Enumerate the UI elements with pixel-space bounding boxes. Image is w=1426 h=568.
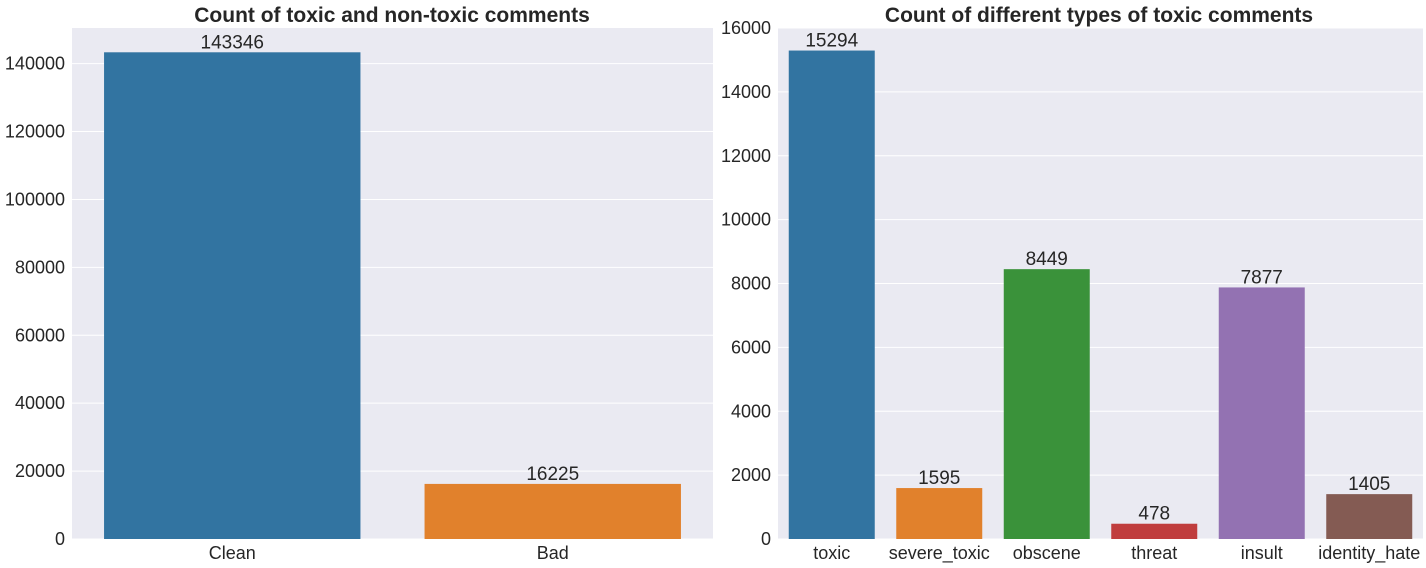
y-tick-label: 0	[761, 529, 771, 549]
data-label: 8449	[1026, 249, 1068, 270]
y-tick-label: 60000	[15, 325, 65, 345]
y-tick-label: 80000	[15, 257, 65, 277]
bar-chart: 0 20000 40000 60000 80000 100000 120000 140000 1…	[5, 32, 713, 563]
data-label: 16225	[526, 464, 579, 485]
y-tick-label: 4000	[731, 401, 771, 421]
y-tick-label: 16000	[721, 18, 771, 38]
bar-threat	[1111, 523, 1198, 539]
y-tick-label: 8000	[731, 274, 771, 294]
data-label: 1405	[1348, 474, 1390, 495]
y-tick-label: 40000	[15, 393, 65, 413]
chart-title: Count of toxic and non-toxic comments	[194, 4, 590, 27]
bar-insult	[1218, 287, 1305, 539]
y-tick-label: 10000	[721, 210, 771, 230]
bar-severe_toxic	[896, 488, 983, 539]
x-tick-label: Bad	[537, 543, 569, 563]
y-tick-label: 6000	[731, 337, 771, 357]
y-tick-label: 140000	[5, 54, 65, 74]
y-tick-label: 100000	[5, 189, 65, 209]
chart-panel-left: Count of toxic and non-toxic comments 0 2…	[5, 4, 713, 563]
y-tick-label: 2000	[731, 465, 771, 485]
chart-title: Count of different types of toxic commen…	[884, 4, 1314, 27]
y-tick-label: 0	[55, 529, 65, 549]
x-tick-label: Clean	[209, 543, 256, 563]
bar-obscene	[1003, 269, 1090, 539]
bar-identity_hate	[1326, 494, 1413, 539]
y-tick-label: 14000	[721, 82, 771, 102]
x-tick-label: obscene	[1013, 543, 1081, 563]
data-label: 1595	[918, 468, 960, 489]
data-label: 15294	[805, 31, 858, 52]
bar-Clean	[104, 52, 361, 540]
data-label: 478	[1138, 504, 1170, 525]
x-tick-label: identity_hate	[1318, 543, 1420, 564]
chart-panel-right: Count of different types of toxic commen…	[713, 0, 1426, 568]
bar-chart: 0 2000 4000 6000 8000 10000 12000 14000 16000 152…	[721, 18, 1423, 564]
y-tick-label: 120000	[5, 122, 65, 142]
x-tick-label: toxic	[813, 543, 850, 563]
bar-Bad	[424, 483, 681, 539]
x-tick-label: threat	[1131, 543, 1177, 563]
x-tick-label: severe_toxic	[889, 543, 990, 564]
bar-toxic	[788, 50, 875, 539]
data-label: 7877	[1241, 267, 1283, 288]
data-label: 143346	[201, 32, 264, 53]
y-tick-label: 12000	[721, 146, 771, 166]
x-tick-label: insult	[1241, 543, 1283, 563]
y-tick-label: 20000	[15, 461, 65, 481]
